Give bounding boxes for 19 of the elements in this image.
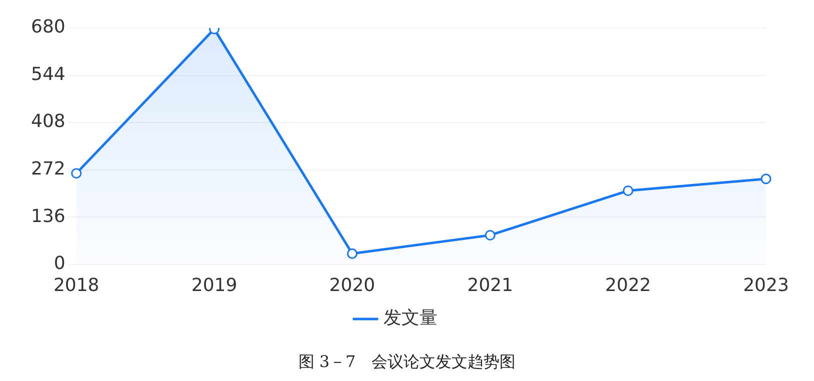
y-tick-label: 0 [54, 253, 66, 274]
y-tick-label: 680 [30, 16, 66, 38]
point [346, 248, 358, 259]
x-tick-label: 2023 [743, 274, 789, 296]
x-tick-label: 2020 [329, 274, 376, 296]
caption: 图 3－7 会议论文发文趋势图 [297, 352, 517, 373]
y-tick-label: 544 [30, 64, 66, 85]
x-tick-label: 2018 [53, 274, 100, 296]
point [71, 168, 82, 179]
x-tick-label: 2019 [191, 274, 238, 296]
legend-label: 发文量 [384, 308, 438, 329]
x-tick-label: 2021 [467, 274, 514, 296]
point [760, 174, 772, 184]
y-tick-label: 272 [30, 158, 66, 180]
x-tick-label: 2022 [605, 274, 651, 296]
point [622, 185, 634, 196]
point [484, 230, 496, 240]
y-tick-label: 408 [30, 111, 66, 132]
y-tick-label: 136 [30, 206, 66, 227]
